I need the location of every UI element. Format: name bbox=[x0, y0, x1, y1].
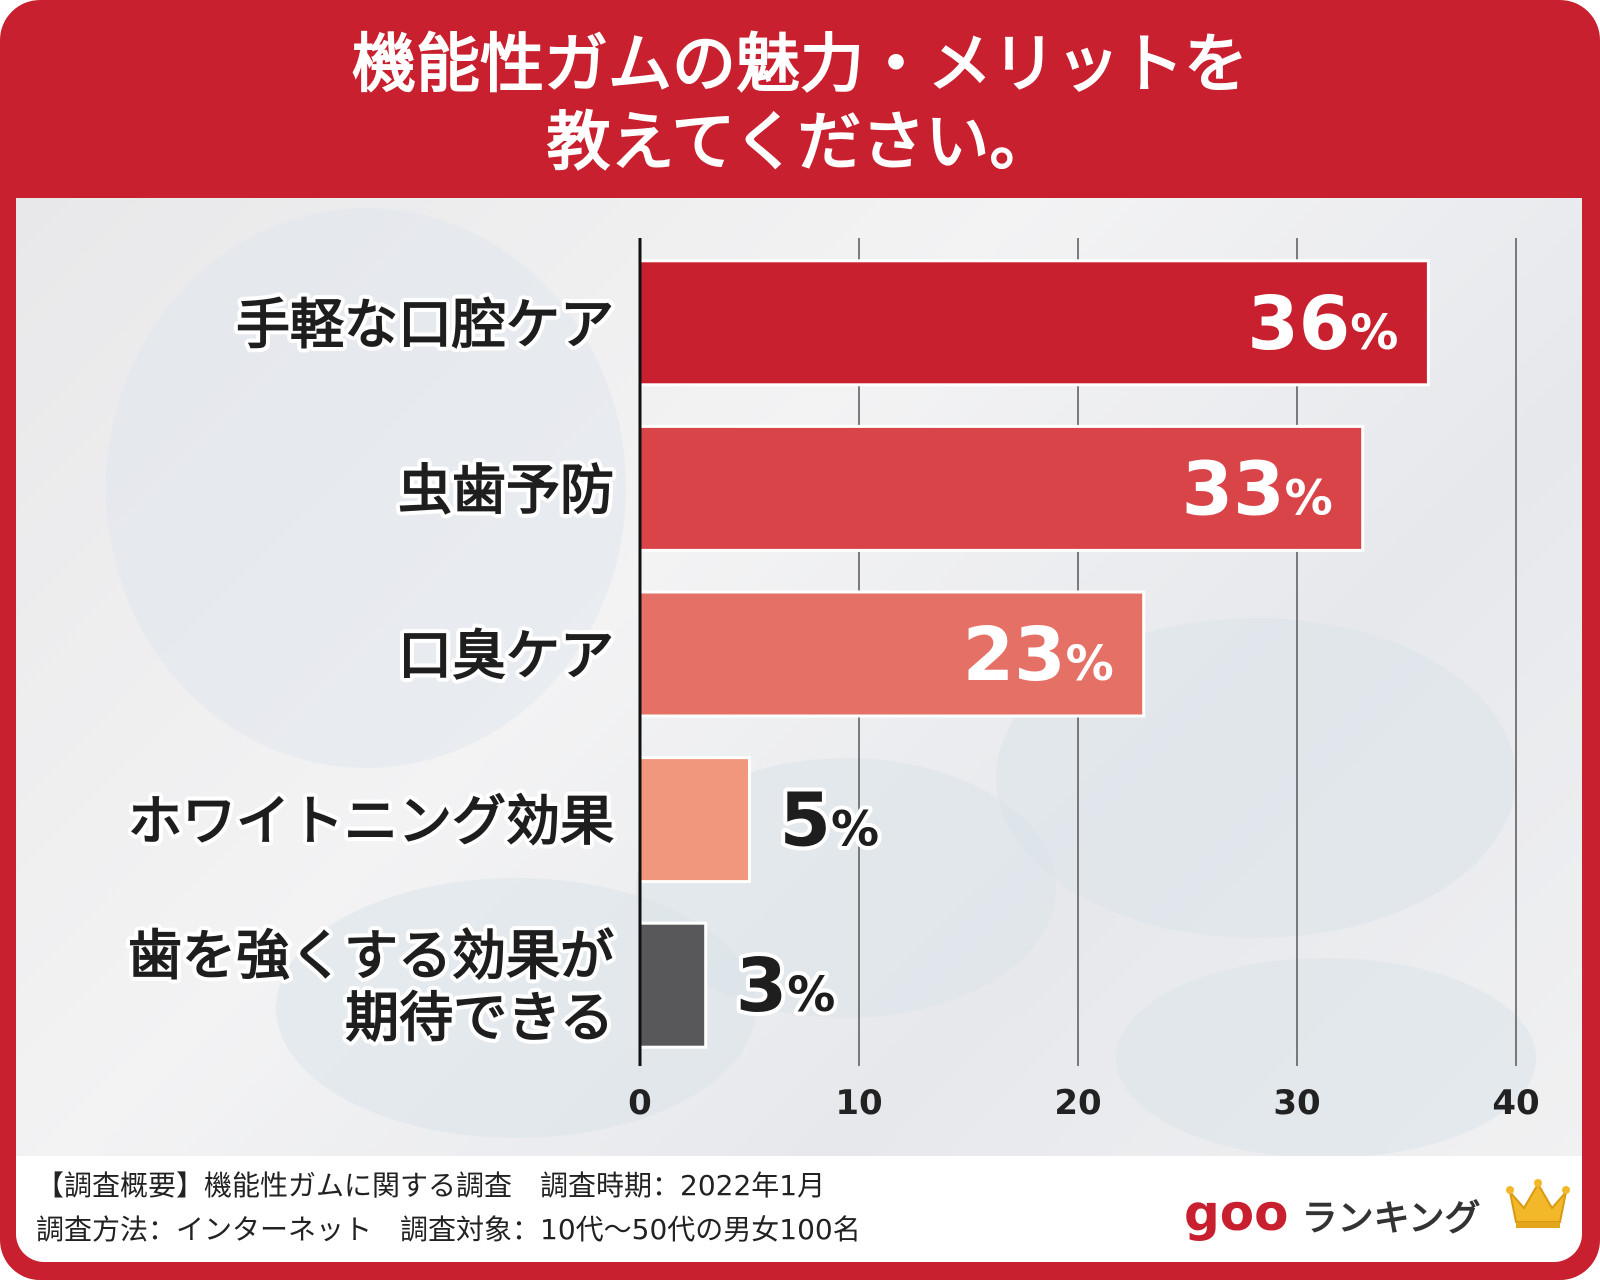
category-label: 手軽な口腔ケア bbox=[236, 293, 614, 356]
x-tick-label: 40 bbox=[1492, 1083, 1539, 1123]
crown-icon bbox=[1506, 1178, 1570, 1234]
data-label: 23% bbox=[963, 612, 1114, 698]
category-label: 口臭ケア bbox=[398, 624, 614, 687]
x-tick-label: 30 bbox=[1273, 1083, 1320, 1123]
data-label: 33% bbox=[1182, 446, 1333, 532]
chart-title-line-2: 教えてください。 bbox=[546, 106, 1054, 180]
bar bbox=[638, 756, 751, 884]
bar bbox=[638, 921, 708, 1049]
chart-panel: 0 10 20 30 40 手軽な口腔ケア 36% 虫歯予防 33% 口臭ケア 23% ホワイトニング… bbox=[16, 198, 1582, 1156]
data-label: 3% bbox=[736, 943, 836, 1029]
chart-title-line-1: 機能性ガムの魅力・メリットを bbox=[352, 28, 1248, 102]
x-tick-label: 10 bbox=[835, 1083, 882, 1123]
bar bbox=[638, 590, 1146, 718]
logo-goo: goo bbox=[1184, 1184, 1289, 1242]
background-gum-photo bbox=[106, 208, 626, 768]
data-label: 5% bbox=[780, 778, 880, 864]
x-tick-label: 20 bbox=[1054, 1083, 1101, 1123]
category-label: 歯を強くする効果が bbox=[128, 924, 614, 987]
category-label: ホワイトニング効果 bbox=[128, 790, 614, 853]
background-gum-photo bbox=[1116, 958, 1536, 1156]
bar-chart: 0 10 20 30 40 手軽な口腔ケア 36% 虫歯予防 33% 口臭ケア 23% ホワイトニング… bbox=[124, 238, 1540, 1123]
survey-summary: 【調査概要】機能性ガムに関する調査 調査時期：2022年1月 bbox=[36, 1169, 826, 1202]
category-label: 虫歯予防 bbox=[398, 458, 614, 521]
bar bbox=[638, 424, 1365, 552]
footer: 【調査概要】機能性ガムに関する調査 調査時期：2022年1月 調査方法：インター… bbox=[16, 1156, 1582, 1262]
survey-method: 調査方法：インターネット 調査対象：10代〜50代の男女100名 bbox=[36, 1213, 861, 1246]
goo-ranking-logo: goo ランキング bbox=[1184, 1184, 1481, 1242]
bar bbox=[638, 259, 1430, 387]
chart-title: 機能性ガムの魅力・メリットを 教えてください。 bbox=[0, 26, 1600, 182]
data-label: 36% bbox=[1247, 281, 1398, 367]
logo-ranking: ランキング bbox=[1301, 1198, 1481, 1239]
x-tick-label: 0 bbox=[628, 1083, 652, 1123]
category-label: 期待できる bbox=[345, 986, 614, 1049]
